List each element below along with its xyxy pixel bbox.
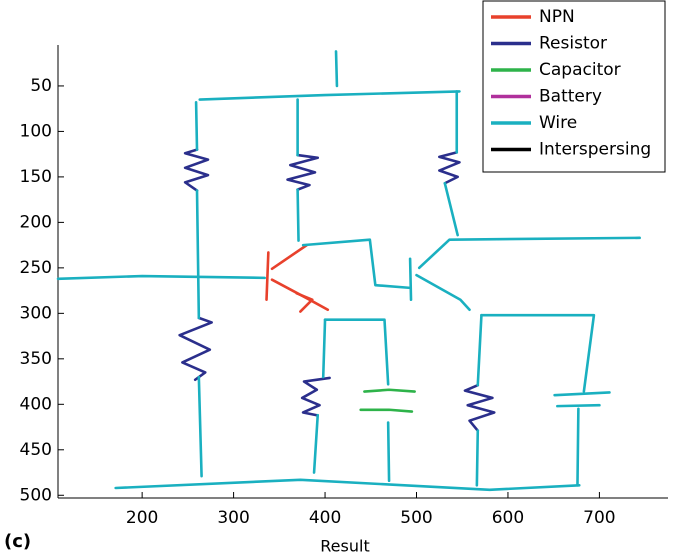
y-tick-label: 500 xyxy=(20,485,52,505)
legend-box xyxy=(482,0,666,173)
stroke xyxy=(323,318,390,386)
stroke xyxy=(194,101,199,151)
y-tick-label: 100 xyxy=(20,121,52,141)
stroke xyxy=(114,478,581,492)
stroke xyxy=(56,274,266,281)
stroke xyxy=(296,188,300,242)
x-tick-label: 300 xyxy=(217,508,249,528)
legend-label: NPN xyxy=(539,7,575,27)
legend-label: Interspersing xyxy=(539,140,651,160)
y-tick-label: 150 xyxy=(20,167,52,187)
stroke xyxy=(195,189,201,320)
stroke xyxy=(417,236,641,270)
stroke xyxy=(183,148,210,192)
legend-label: Battery xyxy=(539,87,602,107)
stroke xyxy=(321,318,327,379)
stroke xyxy=(334,50,339,88)
y-tick-label: 200 xyxy=(20,212,52,232)
legend-label: Capacitor xyxy=(539,60,621,80)
stroke xyxy=(443,181,459,237)
x-tick-label: 200 xyxy=(126,508,158,528)
y-tick-label: 50 xyxy=(30,76,52,96)
stroke xyxy=(312,413,320,474)
stroke xyxy=(198,90,461,101)
stroke xyxy=(386,421,391,483)
x-tick-label: 600 xyxy=(492,508,524,528)
y-tick-label: 400 xyxy=(20,394,52,414)
legend-label: Wire xyxy=(539,113,577,133)
stroke xyxy=(553,391,611,397)
stroke xyxy=(476,313,483,387)
x-axis-label: Result xyxy=(320,537,369,556)
stroke xyxy=(178,316,213,382)
y-tick-label: 450 xyxy=(20,440,52,460)
stroke xyxy=(556,403,601,408)
stroke xyxy=(415,273,471,312)
stroke xyxy=(480,313,596,393)
stroke xyxy=(363,388,416,393)
y-tick-label: 250 xyxy=(20,258,52,278)
stroke xyxy=(301,238,412,290)
stroke xyxy=(197,375,203,478)
y-tick-label: 300 xyxy=(20,303,52,323)
stroke xyxy=(463,383,496,432)
stroke xyxy=(359,408,414,413)
panel-label: (c) xyxy=(4,531,31,552)
stroke xyxy=(270,243,309,271)
legend-label: Resistor xyxy=(539,34,607,54)
x-tick-label: 400 xyxy=(309,508,341,528)
stroke xyxy=(475,429,480,487)
stroke xyxy=(265,251,270,301)
stroke xyxy=(300,376,331,417)
stroke xyxy=(286,153,320,191)
x-tick-label: 500 xyxy=(400,508,432,528)
stroke xyxy=(576,407,580,487)
stroke xyxy=(408,257,413,301)
y-tick-label: 350 xyxy=(20,349,52,369)
stroke xyxy=(438,151,461,185)
x-tick-label: 700 xyxy=(583,508,615,528)
stroke xyxy=(295,292,314,313)
